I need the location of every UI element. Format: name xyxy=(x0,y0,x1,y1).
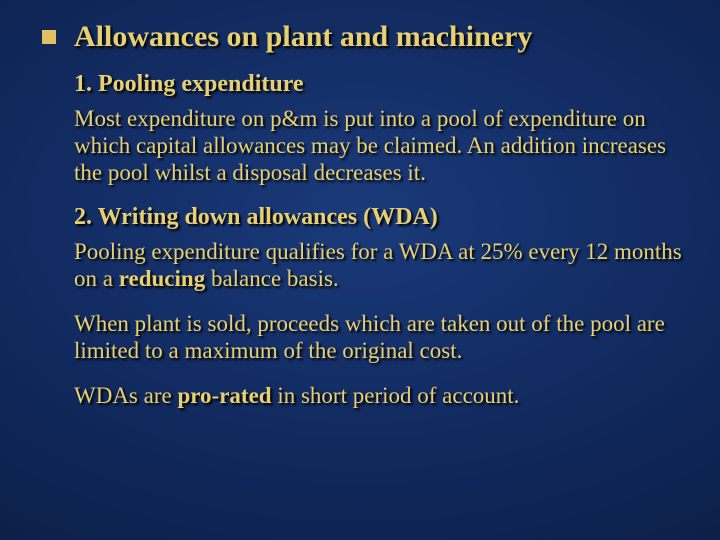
slide-content: Allowances on plant and machinery 1. Poo… xyxy=(0,0,720,447)
section2-p3-post: in short period of account. xyxy=(272,383,520,408)
slide: Allowances on plant and machinery 1. Poo… xyxy=(0,0,720,540)
slide-title: Allowances on plant and machinery xyxy=(74,20,532,53)
section2-heading: 2. Writing down allowances (WDA) xyxy=(74,204,686,232)
section2-para3: WDAs are pro-rated in short period of ac… xyxy=(74,382,686,409)
section1-body: Most expenditure on p&m is put into a po… xyxy=(74,105,686,186)
section2-p3-bold: pro-rated xyxy=(177,383,271,408)
slide-body: 1. Pooling expenditure Most expenditure … xyxy=(42,71,686,409)
section2-p3-pre: WDAs are xyxy=(74,383,177,408)
section2-p1-post: balance basis. xyxy=(205,266,338,291)
title-row: Allowances on plant and machinery xyxy=(42,20,686,53)
section2-p1-bold: reducing xyxy=(119,266,205,291)
bullet-icon xyxy=(42,30,56,44)
section2-para2: When plant is sold, proceeds which are t… xyxy=(74,310,686,364)
section2-para1: Pooling expenditure qualifies for a WDA … xyxy=(74,238,686,292)
section1-heading: 1. Pooling expenditure xyxy=(74,71,686,99)
